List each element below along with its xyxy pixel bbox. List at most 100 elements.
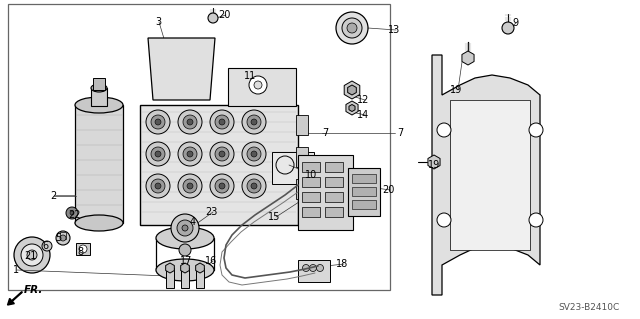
Polygon shape <box>180 263 189 273</box>
Circle shape <box>70 211 74 215</box>
Circle shape <box>155 151 161 157</box>
Text: SV23-B2410C: SV23-B2410C <box>558 303 620 313</box>
Text: 21: 21 <box>24 251 36 261</box>
Bar <box>298 155 353 230</box>
Circle shape <box>187 119 193 125</box>
Text: 17: 17 <box>180 256 193 266</box>
Polygon shape <box>346 101 358 115</box>
Bar <box>325 177 343 187</box>
Circle shape <box>215 115 229 129</box>
Bar <box>272 152 314 184</box>
Circle shape <box>60 235 66 241</box>
Text: FR.: FR. <box>24 285 44 295</box>
Bar <box>302 207 320 217</box>
Bar <box>325 162 343 172</box>
Circle shape <box>215 147 229 161</box>
Circle shape <box>437 123 451 137</box>
Bar <box>302 177 320 187</box>
Bar <box>352 200 376 209</box>
Text: 15: 15 <box>268 212 280 222</box>
Bar <box>76 243 90 255</box>
Text: 23: 23 <box>205 207 218 217</box>
Polygon shape <box>148 38 215 100</box>
Circle shape <box>219 119 225 125</box>
Polygon shape <box>196 263 204 273</box>
Circle shape <box>251 151 257 157</box>
Circle shape <box>171 214 199 242</box>
Ellipse shape <box>156 227 214 249</box>
Circle shape <box>299 162 311 174</box>
Circle shape <box>21 244 43 266</box>
Bar <box>166 268 174 288</box>
Circle shape <box>155 183 161 189</box>
Circle shape <box>317 264 323 271</box>
Circle shape <box>529 213 543 227</box>
Text: 5: 5 <box>55 233 61 243</box>
Polygon shape <box>428 155 440 169</box>
Text: 20: 20 <box>382 185 394 195</box>
Circle shape <box>187 151 193 157</box>
Circle shape <box>183 179 197 193</box>
Circle shape <box>66 207 78 219</box>
Circle shape <box>177 220 193 236</box>
Circle shape <box>146 110 170 134</box>
Text: 1: 1 <box>13 265 19 275</box>
Polygon shape <box>166 263 174 273</box>
Circle shape <box>342 18 362 38</box>
Circle shape <box>178 174 202 198</box>
Circle shape <box>502 22 514 34</box>
Bar <box>325 207 343 217</box>
Bar <box>91 88 107 106</box>
Circle shape <box>247 115 261 129</box>
Circle shape <box>303 264 310 271</box>
Circle shape <box>151 147 165 161</box>
Circle shape <box>182 225 188 231</box>
Circle shape <box>242 174 266 198</box>
Text: 9: 9 <box>512 18 518 28</box>
Polygon shape <box>349 105 355 112</box>
Circle shape <box>42 241 52 251</box>
Circle shape <box>183 115 197 129</box>
Circle shape <box>179 244 191 256</box>
Circle shape <box>178 142 202 166</box>
Text: 2: 2 <box>50 191 56 201</box>
Text: 7: 7 <box>322 128 328 138</box>
Ellipse shape <box>75 215 123 231</box>
Bar <box>302 192 320 202</box>
Circle shape <box>242 142 266 166</box>
Polygon shape <box>432 55 540 295</box>
Text: 8: 8 <box>77 247 83 257</box>
Circle shape <box>146 174 170 198</box>
Ellipse shape <box>75 97 123 113</box>
FancyArrow shape <box>8 292 22 305</box>
Text: 6: 6 <box>42 241 48 251</box>
Circle shape <box>251 183 257 189</box>
Polygon shape <box>344 81 360 99</box>
Circle shape <box>247 179 261 193</box>
Circle shape <box>247 147 261 161</box>
Bar <box>196 268 204 288</box>
Circle shape <box>210 174 234 198</box>
Ellipse shape <box>91 84 107 92</box>
Circle shape <box>14 237 50 273</box>
Bar <box>228 68 296 106</box>
Circle shape <box>27 250 37 260</box>
Circle shape <box>210 142 234 166</box>
Circle shape <box>254 81 262 89</box>
Bar <box>181 268 189 288</box>
Circle shape <box>208 13 218 23</box>
Circle shape <box>219 151 225 157</box>
Bar <box>60 232 66 239</box>
Circle shape <box>249 76 267 94</box>
Bar <box>8 4 390 290</box>
Circle shape <box>155 119 161 125</box>
Circle shape <box>187 183 193 189</box>
Circle shape <box>183 147 197 161</box>
Text: 16: 16 <box>205 256 217 266</box>
Circle shape <box>219 183 225 189</box>
Circle shape <box>242 110 266 134</box>
Bar <box>140 105 298 225</box>
Circle shape <box>310 264 317 271</box>
Text: 4: 4 <box>190 217 196 227</box>
Polygon shape <box>462 51 474 65</box>
